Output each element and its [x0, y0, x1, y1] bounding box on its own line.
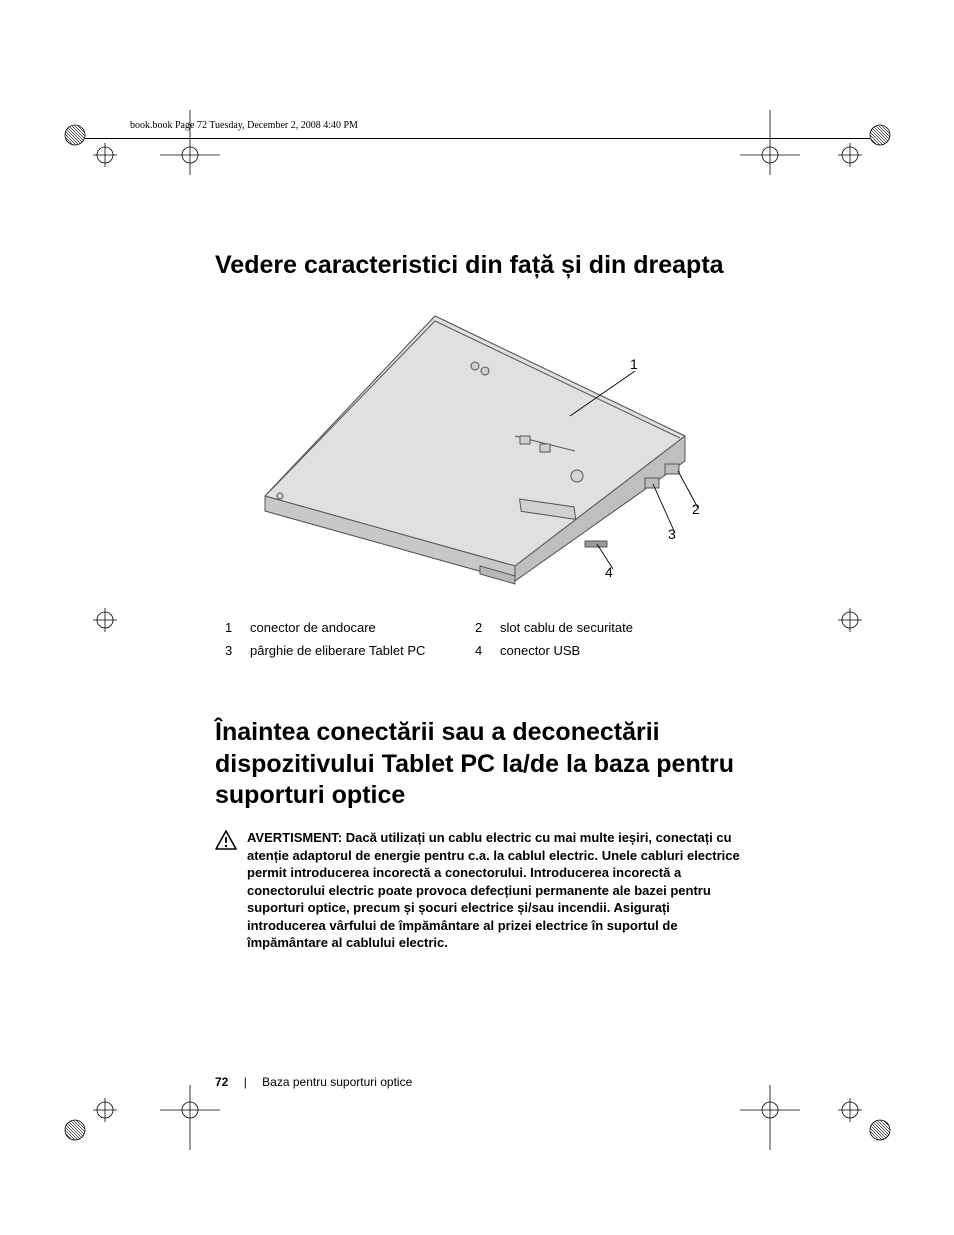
legend-desc: conector de andocare	[250, 616, 475, 639]
callout-3: 3	[668, 526, 676, 542]
legend-num: 2	[475, 616, 500, 639]
footer-separator: |	[244, 1075, 247, 1089]
warning-icon	[215, 830, 237, 850]
warning-label: AVERTISMENT:	[247, 830, 346, 845]
warning-body: Dacă utilizați un cablu electric cu mai …	[247, 830, 740, 950]
warning-text: AVERTISMENT: Dacă utilizați un cablu ele…	[247, 829, 745, 952]
legend-num: 1	[225, 616, 250, 639]
header-rule	[85, 138, 870, 139]
legend-desc: pârghie de eliberare Tablet PC	[250, 639, 475, 662]
device-illustration	[225, 306, 705, 596]
running-head: book.book Page 72 Tuesday, December 2, 2…	[130, 120, 358, 131]
legend-num: 3	[225, 639, 250, 662]
legend-desc: slot cablu de securitate	[500, 616, 725, 639]
legend-num: 4	[475, 639, 500, 662]
diagram-container: 1 2 3 4	[215, 306, 745, 606]
legend-row: 1 conector de andocare 2 slot cablu de s…	[225, 616, 725, 639]
page-footer: 72 | Baza pentru suporturi optice	[215, 1075, 412, 1089]
callout-1: 1	[630, 356, 638, 372]
legend-desc: conector USB	[500, 639, 725, 662]
warning-block: AVERTISMENT: Dacă utilizați un cablu ele…	[215, 829, 745, 952]
legend-table: 1 conector de andocare 2 slot cablu de s…	[225, 616, 725, 662]
callout-2: 2	[692, 501, 700, 517]
section2-title: Înaintea conectării sau a deconectării d…	[215, 717, 745, 811]
footer-section-name: Baza pentru suporturi optice	[262, 1075, 412, 1089]
callout-4: 4	[605, 564, 613, 580]
page-number: 72	[215, 1075, 228, 1089]
legend-row: 3 pârghie de eliberare Tablet PC 4 conec…	[225, 639, 725, 662]
page-body: Vedere caracteristici din față și din dr…	[215, 250, 745, 952]
section1-title: Vedere caracteristici din față și din dr…	[215, 250, 745, 281]
